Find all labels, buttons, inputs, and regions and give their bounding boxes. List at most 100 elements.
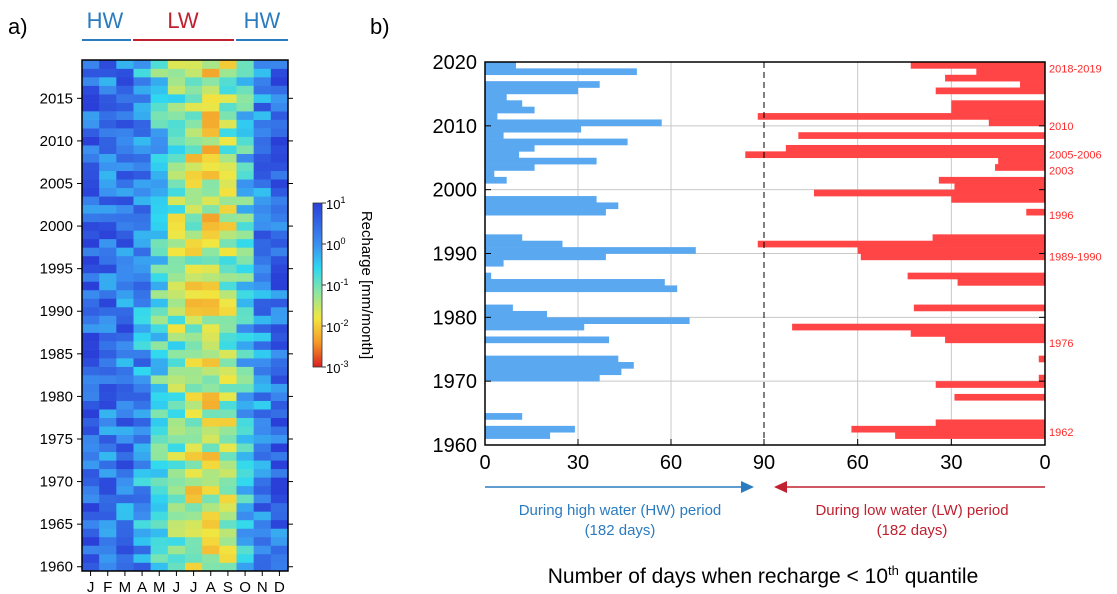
heatmap-cell bbox=[133, 281, 151, 291]
season-label-lw: LW bbox=[167, 8, 199, 33]
heatmap-cell bbox=[167, 468, 186, 478]
heatmap-cell bbox=[270, 366, 289, 376]
lw-bar bbox=[935, 419, 1045, 427]
heatmap-cell bbox=[133, 179, 151, 189]
heatmap-cell bbox=[116, 221, 134, 231]
heatmap-cell bbox=[150, 179, 169, 189]
heatmap-cell bbox=[202, 77, 220, 86]
heatmap-cell bbox=[219, 477, 237, 487]
heatmap-xtick-label: S bbox=[223, 579, 233, 594]
heatmap-cell bbox=[236, 443, 254, 453]
heatmap-cell bbox=[82, 162, 100, 172]
heatmap-cell bbox=[270, 238, 289, 248]
heatmap-cell bbox=[167, 119, 186, 129]
heatmap-cell bbox=[219, 204, 237, 214]
heatmap-cell bbox=[236, 145, 254, 154]
heatmap-cell bbox=[82, 170, 100, 180]
heatmap-cell bbox=[133, 289, 151, 299]
heatmap-cell bbox=[202, 238, 220, 248]
heatmap-cell bbox=[236, 255, 254, 265]
heatmap-cell bbox=[270, 221, 289, 231]
heatmap-cell bbox=[99, 349, 117, 359]
heatmap-cell bbox=[236, 349, 254, 359]
heatmap-cell bbox=[150, 519, 169, 529]
heatmap-cell bbox=[270, 111, 289, 120]
heatmap-cell bbox=[167, 102, 186, 112]
heatmap-cell bbox=[185, 77, 203, 86]
heatmap-cell bbox=[185, 85, 203, 95]
heatmap-xtick-label: J bbox=[87, 579, 95, 594]
heatmap-cell bbox=[236, 187, 254, 197]
heatmap-cell bbox=[219, 528, 237, 538]
heatmap-cell bbox=[202, 519, 220, 529]
heatmap-cell bbox=[99, 102, 117, 112]
heatmap-cell bbox=[99, 94, 117, 103]
heatmap-cell bbox=[167, 451, 186, 461]
heatmap-cell bbox=[150, 434, 169, 444]
lw-bar bbox=[1020, 81, 1045, 88]
heatmap-cell bbox=[185, 553, 203, 563]
lw-bar bbox=[954, 183, 1045, 190]
heatmap-cell bbox=[82, 366, 100, 376]
heatmap-cell bbox=[150, 281, 169, 291]
heatmap-cell bbox=[202, 272, 220, 282]
heatmap-cell bbox=[219, 332, 237, 342]
heatmap-cell bbox=[116, 153, 134, 163]
heatmap-cell bbox=[82, 477, 100, 487]
heatmap-cell bbox=[270, 502, 289, 512]
heatmap-cell bbox=[150, 332, 169, 342]
heatmap-cell bbox=[236, 306, 254, 316]
heatmap-cell bbox=[116, 68, 134, 78]
heatmap-cell bbox=[133, 417, 151, 427]
hw-bar bbox=[485, 176, 507, 184]
heatmap-cell bbox=[167, 238, 186, 248]
heatmap-cell bbox=[253, 77, 272, 86]
heatmap-cell bbox=[270, 204, 289, 214]
heatmap-cell bbox=[202, 494, 220, 504]
heatmap-cell bbox=[82, 68, 100, 78]
heatmap-cell bbox=[219, 230, 237, 240]
lw-bar bbox=[798, 132, 1045, 139]
heatmap-cell bbox=[202, 153, 220, 163]
heatmap-cell bbox=[82, 502, 100, 512]
heatmap-cell bbox=[253, 341, 272, 350]
heatmap-cell bbox=[202, 170, 220, 180]
heatmap-cell bbox=[202, 536, 220, 546]
heatmap-cell bbox=[185, 426, 203, 436]
heatmap-cell bbox=[202, 68, 220, 78]
hw-bar bbox=[485, 87, 578, 95]
heatmap-cell bbox=[202, 511, 220, 521]
heatmap-cell bbox=[270, 553, 289, 563]
heatmap-cell bbox=[99, 494, 117, 504]
heatmap-cell bbox=[167, 60, 186, 69]
heatmap-cell bbox=[185, 494, 203, 504]
heatmap-cell bbox=[219, 145, 237, 154]
lw-bar bbox=[995, 164, 1045, 171]
heatmap-cell bbox=[270, 153, 289, 163]
hw-bar bbox=[485, 81, 600, 88]
hw-bar bbox=[485, 202, 619, 210]
heatmap-cell bbox=[185, 94, 203, 103]
heatmap-cell bbox=[236, 383, 254, 393]
hw-bar bbox=[485, 368, 622, 376]
heatmap-cell bbox=[202, 196, 220, 206]
heatmap-cell bbox=[202, 502, 220, 512]
colorbar-tick-base: 10 bbox=[326, 238, 340, 253]
heatmap-ytick-label: 2000 bbox=[40, 218, 73, 235]
heatmap-cell bbox=[133, 383, 151, 393]
heatmap-cell bbox=[270, 255, 289, 265]
heatmap-cell bbox=[219, 272, 237, 282]
heatmap-cell bbox=[236, 375, 254, 384]
hw-caption-line1: During high water (HW) period bbox=[519, 502, 722, 519]
heatmap-cell bbox=[167, 460, 186, 470]
heatmap-cell bbox=[150, 306, 169, 316]
heatmap-cell bbox=[270, 179, 289, 189]
heatmap-cell bbox=[99, 111, 117, 120]
heatmap-cell bbox=[270, 383, 289, 393]
heatmap-cell bbox=[167, 502, 186, 512]
heatmap-cell bbox=[202, 85, 220, 95]
heatmap-cell bbox=[133, 153, 151, 163]
hw-bar bbox=[485, 234, 523, 242]
lw-bar bbox=[998, 157, 1045, 165]
heatmap-cell bbox=[202, 349, 220, 359]
